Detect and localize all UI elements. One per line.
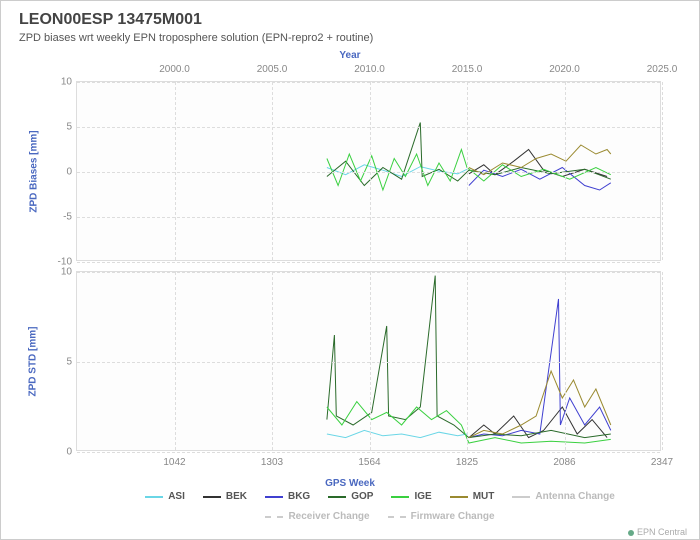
legend-swatch — [145, 496, 163, 498]
y-axis-label-panel1: ZPD Biases [mm] — [29, 130, 40, 212]
tick-gpsweek: 1042 — [163, 457, 185, 468]
legend-item-mut: MUT — [450, 489, 495, 505]
legend-item-receiver-change: Receiver Change — [265, 509, 369, 525]
tick-y-top: -5 — [47, 212, 72, 223]
legend-label: BKG — [288, 489, 310, 505]
legend-item-antenna-change: Antenna Change — [512, 489, 614, 505]
title-block: LEON00ESP 13475M001 ZPD biases wrt weekl… — [19, 11, 373, 44]
chart-title: LEON00ESP 13475M001 — [19, 11, 373, 29]
axis-label-top: Year — [339, 50, 360, 61]
tick-y-bot: 0 — [47, 447, 72, 458]
tick-year: 2010.0 — [354, 64, 385, 75]
tick-gpsweek: 1825 — [456, 457, 478, 468]
tick-y-top: 0 — [47, 167, 72, 178]
chart-container: LEON00ESP 13475M001 ZPD biases wrt weekl… — [0, 0, 700, 540]
tick-year: 2015.0 — [452, 64, 483, 75]
credit-text: EPN Central — [637, 527, 687, 537]
series-ASI — [327, 430, 467, 437]
legend-item-bek: BEK — [203, 489, 247, 505]
tick-year: 2005.0 — [257, 64, 288, 75]
tick-y-top: 10 — [47, 77, 72, 88]
tick-gpsweek: 2086 — [553, 457, 575, 468]
tick-gpsweek: 1564 — [358, 457, 380, 468]
legend-item-firmware-change: Firmware Change — [388, 509, 495, 525]
legend-label: MUT — [473, 489, 495, 505]
axis-label-bottom: GPS Week — [325, 478, 375, 489]
legend-label: Firmware Change — [411, 509, 495, 525]
legend-item-ige: IGE — [391, 489, 431, 505]
tick-gpsweek: 1303 — [261, 457, 283, 468]
legend-item-gop: GOP — [328, 489, 373, 505]
legend-label: IGE — [414, 489, 431, 505]
legend-swatch — [512, 496, 530, 498]
legend-swatch — [265, 516, 283, 518]
series-BKG — [469, 299, 611, 438]
legend-label: ASI — [168, 489, 185, 505]
legend-row: ASI BEK BKG GOP IGE MUT Antenna Change Receiver… — [91, 489, 669, 525]
tick-y-top: 5 — [47, 122, 72, 133]
tick-year: 2000.0 — [159, 64, 190, 75]
series-MUT — [469, 371, 611, 438]
legend-label: BEK — [226, 489, 247, 505]
tick-y-bot: 5 — [47, 357, 72, 368]
tick-gpsweek: 2347 — [651, 457, 673, 468]
legend-label: Receiver Change — [288, 509, 369, 525]
credit-dot-icon — [628, 530, 634, 536]
legend-swatch — [391, 496, 409, 498]
panel-biases: 2000.02005.02010.02015.02020.02025.0-10-… — [76, 81, 661, 261]
legend-swatch — [388, 516, 406, 518]
legend-item-bkg: BKG — [265, 489, 310, 505]
legend-swatch — [265, 496, 283, 498]
legend-swatch — [328, 496, 346, 498]
tick-y-bot: 10 — [47, 267, 72, 278]
legend-swatch — [450, 496, 468, 498]
y-axis-label-panel2: ZPD STD [mm] — [28, 327, 39, 397]
legend: ASI BEK BKG GOP IGE MUT Antenna Change Receiver… — [91, 489, 669, 525]
plot-area: 2000.02005.02010.02015.02020.02025.0-10-… — [76, 81, 661, 451]
tick-year: 2025.0 — [647, 64, 678, 75]
panel-std: 1042130315641825208623470510 — [76, 271, 661, 451]
legend-label: GOP — [351, 489, 373, 505]
credit: EPN Central — [628, 527, 687, 537]
legend-item-asi: ASI — [145, 489, 185, 505]
legend-swatch — [203, 496, 221, 498]
tick-year: 2020.0 — [549, 64, 580, 75]
chart-subtitle: ZPD biases wrt weekly EPN troposphere so… — [19, 32, 373, 44]
legend-label: Antenna Change — [535, 489, 614, 505]
